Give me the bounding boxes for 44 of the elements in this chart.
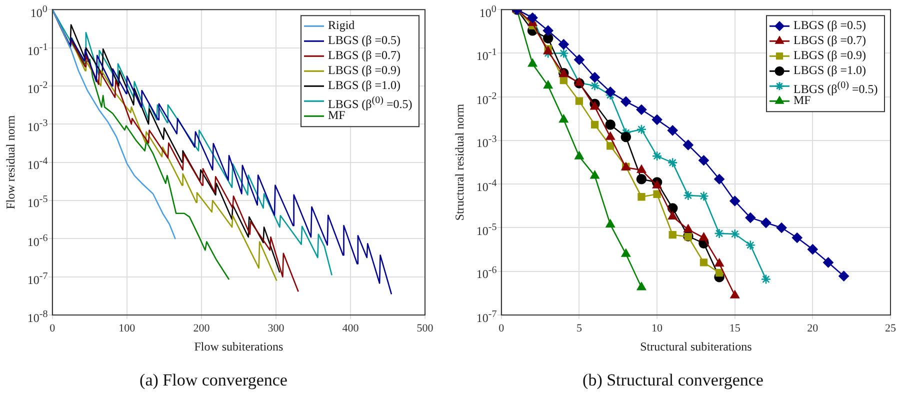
x-tick-label: 500 bbox=[416, 322, 434, 334]
legend-label: Rigid bbox=[328, 18, 355, 32]
x-tick-label: 20 bbox=[807, 322, 819, 334]
y-tick-label: 10$^{-8}$ bbox=[27, 308, 48, 325]
legend-label: LBGS (β =0.5) bbox=[794, 18, 866, 32]
x-tick-label: 10 bbox=[652, 322, 664, 334]
y-tick-label: 10$^{-3}$ bbox=[476, 133, 497, 150]
legend-label: LBGS (β =1.0) bbox=[328, 78, 401, 92]
y-tick-label: 10$^{-5}$ bbox=[476, 220, 497, 238]
legend-label: LBGS (β =0.9) bbox=[794, 48, 866, 62]
x-axis-title: Flow subiterations bbox=[194, 340, 284, 354]
text: (a) Flow convergence bbox=[140, 370, 288, 390]
y-tick-label: 10$^{0}$ bbox=[30, 2, 48, 20]
y-tick-label: 10$^{-1}$ bbox=[27, 40, 48, 58]
y-tick-label: 10$^{-4}$ bbox=[476, 177, 497, 194]
text: (b) Structural convergence bbox=[582, 370, 764, 390]
legend-label: LBGS (β =0.7) bbox=[794, 33, 866, 48]
y-tick-label: 10$^{-5}$ bbox=[27, 193, 48, 210]
legend-label: LBGS (β =0.5) bbox=[328, 33, 401, 48]
x-tick-label: 0 bbox=[50, 322, 56, 334]
x-tick-label: 15 bbox=[729, 322, 741, 334]
legend-label: LBGS (β =0.7) bbox=[328, 48, 401, 62]
x-axis-title: Structural subiterations bbox=[640, 340, 752, 354]
x-tick-label: 200 bbox=[193, 322, 210, 334]
y-tick-label: 10$^{-7}$ bbox=[476, 308, 497, 325]
x-tick-label: 25 bbox=[885, 322, 896, 334]
y-axis-title: Flow residual norm bbox=[3, 114, 18, 210]
x-tick-label: 300 bbox=[268, 322, 285, 334]
x-tick-label: 100 bbox=[118, 322, 136, 334]
y-tick-label: 10$^{-2}$ bbox=[27, 78, 48, 96]
y-tick-label: 10$^{-7}$ bbox=[27, 270, 48, 287]
x-tick-label: 0 bbox=[498, 322, 505, 334]
y-tick-label: 10$^{-4}$ bbox=[27, 155, 48, 172]
x-tick-label: 400 bbox=[342, 322, 360, 334]
y-tick-label: 10$^{0}$ bbox=[479, 2, 496, 20]
y-axis-title: Structural residual norm bbox=[452, 103, 466, 221]
y-tick-label: 10$^{-2}$ bbox=[476, 90, 497, 107]
y-tick-label: 10$^{-6}$ bbox=[476, 264, 497, 282]
legend-label: LBGS (β =0.9) bbox=[328, 63, 401, 78]
y-tick-label: 10$^{-3}$ bbox=[27, 117, 48, 134]
legend-label: LBGS (β =1.0) bbox=[794, 63, 866, 78]
y-tick-label: 10$^{-1}$ bbox=[476, 46, 497, 64]
y-tick-label: 10$^{-6}$ bbox=[27, 232, 48, 249]
x-tick-label: 5 bbox=[576, 322, 582, 334]
